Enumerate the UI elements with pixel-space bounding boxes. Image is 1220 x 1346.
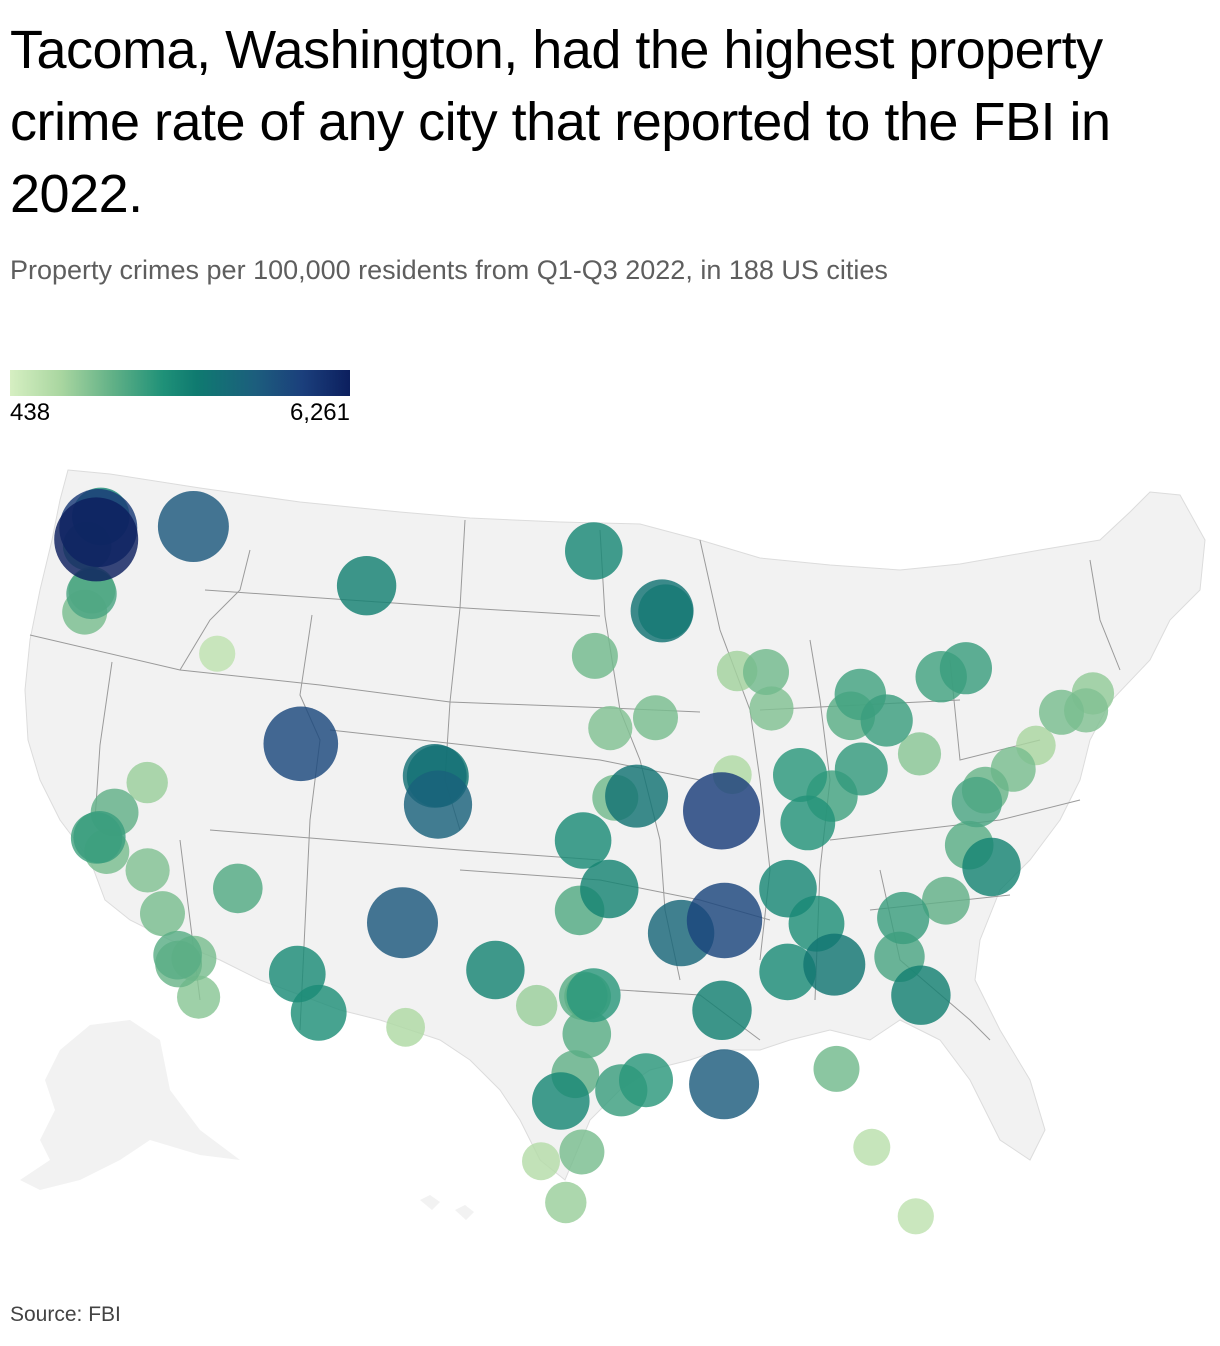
city-bubble: Reno, NV	[126, 761, 168, 804]
city-bubble: Rochester, NY	[939, 642, 993, 695]
city-bubble: Tulsa, OK	[580, 859, 639, 919]
city-bubble: Albuquerque, NM	[367, 887, 438, 959]
city-bubble: Salt Lake City, UT	[263, 706, 339, 782]
city-bubble: Phoenix, AZ	[269, 945, 326, 1003]
city-bubble: New Orleans, LA	[689, 1049, 760, 1120]
city-bubble: Fresno, CA	[125, 848, 170, 893]
city-bubble: Bakersfield, CA	[140, 891, 185, 937]
hawaii-inset	[420, 1195, 474, 1220]
city-bubble: Oakland, CA	[73, 811, 126, 864]
city-bubble: Beaumont, TX	[619, 1053, 673, 1108]
city-bubble: McAllen, TX	[545, 1181, 587, 1224]
city-bubble: San Antonio, TX	[532, 1072, 590, 1130]
city-bubble: Raleigh, NC	[922, 876, 970, 925]
legend-max-label: 6,261	[289, 399, 350, 426]
color-legend: 438 6,261	[10, 370, 350, 428]
city-bubble: Charlotte, NC	[877, 891, 930, 945]
city-bubble: El Paso, TX	[386, 1007, 425, 1047]
city-bubble: Tampa, FL	[853, 1128, 891, 1166]
city-bubble: Hartford, CT	[1039, 689, 1084, 735]
us-bubble-map: Boise, ID Miami, FLTampa, FL Laredo, TX El …	[20, 469, 1206, 1235]
city-bubble: Sioux Falls, SD	[571, 632, 618, 679]
city-bubble: Colorado Springs, CO	[403, 770, 473, 839]
city-bubble: Jackson, MS	[692, 980, 752, 1040]
legend-min-label: 438	[10, 399, 51, 426]
city-bubble: Minneapolis, MN	[630, 579, 694, 643]
city-bubble: Fargo, ND	[565, 522, 623, 580]
city-bubble: Columbus, OH	[834, 742, 888, 796]
city-bubble: Dallas, TX	[566, 968, 621, 1023]
city-bubble: Abilene, TX	[516, 984, 558, 1027]
city-bubble: Omaha, NE	[588, 706, 633, 751]
city-bubble: Las Vegas, NV	[213, 863, 263, 914]
city-bubble: Tallahassee, FL	[813, 1045, 860, 1092]
city-bubble: Laredo, TX	[522, 1142, 560, 1181]
city-bubble: St. Louis, MO	[683, 772, 761, 850]
city-bubble: San Diego, CA	[177, 975, 221, 1019]
city-bubble: Los Angeles, CA	[153, 930, 202, 980]
city-bubble: Kansas City, MO	[605, 764, 669, 828]
chart-title: Tacoma, Washington, had the highest prop…	[10, 20, 1111, 224]
city-bubble: Corpus Christi, TX	[559, 1129, 605, 1175]
source-note: Source: FBI	[10, 1303, 121, 1326]
city-bubble: Wichita, KS	[554, 812, 612, 869]
city-bubble: Spokane, WA	[157, 491, 229, 562]
city-bubble: Cleveland, OH	[860, 694, 913, 747]
city-bubble: Memphis, TN	[686, 882, 763, 959]
alaska-inset	[20, 1020, 240, 1190]
city-bubble: Waco, TX	[562, 1009, 612, 1059]
city-bubble: Milwaukee, WI	[743, 649, 789, 695]
city-bubble: Boise, ID	[199, 635, 236, 672]
city-bubble: Atlanta, GA	[803, 933, 866, 996]
city-bubble: Nashville, TN	[759, 859, 817, 918]
chart-subtitle: Property crimes per 100,000 residents fr…	[10, 255, 888, 285]
legend-gradient-bar	[10, 370, 350, 396]
city-bubble: Portland, OR	[66, 568, 117, 620]
city-bubbles: Boise, ID Miami, FLTampa, FL Laredo, TX El …	[54, 487, 1115, 1235]
city-bubble: Des Moines, IA	[633, 695, 678, 741]
city-bubble: Norfolk, VA	[962, 837, 1021, 897]
city-bubble: Tacoma, WA	[54, 497, 139, 582]
city-bubble: Washington, DC	[951, 776, 1003, 828]
city-bubble: Lubbock, TX	[466, 940, 525, 1000]
city-bubble: Miami, FL	[897, 1198, 934, 1235]
city-bubble: Billings, MT	[336, 556, 397, 616]
city-bubble: Birmingham, AL	[759, 943, 816, 1001]
city-bubble: Charleston, SC	[891, 965, 951, 1025]
city-bubble: Indianapolis, IN	[773, 748, 827, 802]
city-bubble: Chicago, IL	[749, 686, 794, 731]
city-bubble: Pittsburgh, PA	[897, 732, 942, 776]
city-bubble: Louisville, KY	[780, 795, 836, 851]
